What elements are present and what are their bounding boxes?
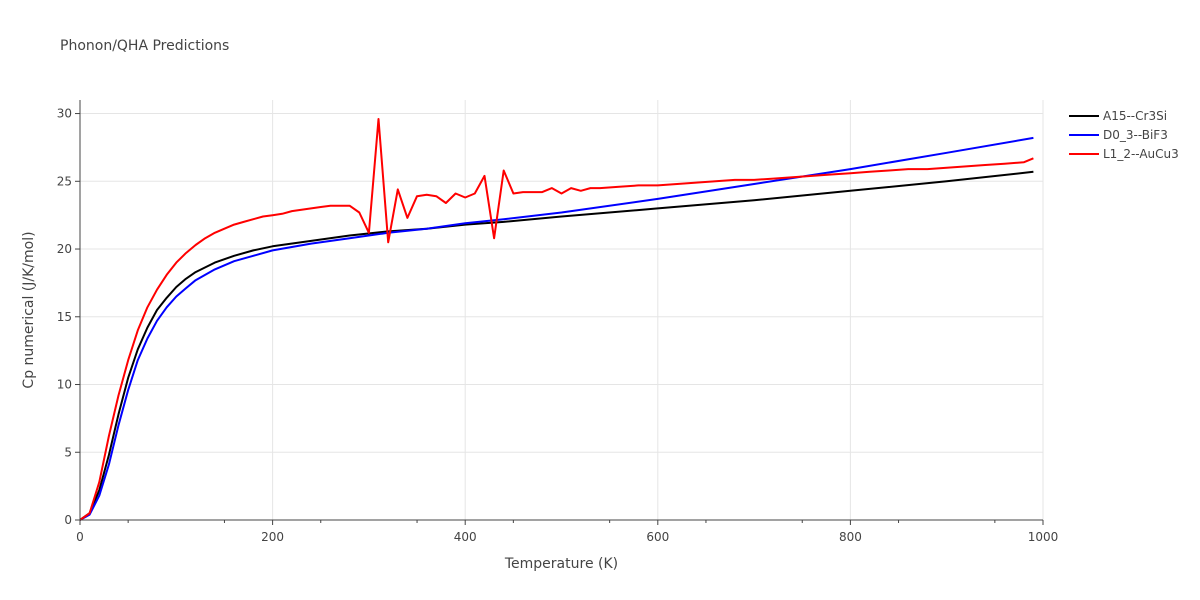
x-tick-label: 0: [76, 530, 84, 544]
y-axis-title: Cp numerical (J/K/mol): [21, 231, 37, 388]
y-tick-label: 5: [64, 445, 72, 459]
legend-label: L1_2--AuCu3: [1103, 147, 1179, 161]
legend-label: D0_3--BiF3: [1103, 128, 1168, 142]
axes: 0 200 400 600 800 1000 0 5 10 15 20 25 30: [57, 100, 1059, 544]
y-tick-label: 15: [57, 310, 72, 324]
chart-title: Phonon/QHA Predictions: [60, 38, 229, 54]
x-axis-title: Temperature (K): [504, 556, 618, 572]
series-line-d0-3-bif3: [79, 136, 1034, 521]
y-tick-label: 25: [57, 174, 72, 188]
y-tick-label: 20: [57, 242, 72, 256]
grid: [80, 100, 1044, 520]
x-tick-label: 1000: [1028, 530, 1059, 544]
series-line-a15-cr3si: [79, 170, 1034, 521]
x-tick-label: 600: [646, 530, 669, 544]
x-tick-label: 400: [454, 530, 477, 544]
x-tick-label: 800: [839, 530, 862, 544]
y-tick-label: 10: [57, 378, 72, 392]
y-tick-label: 30: [57, 107, 72, 121]
series-line-l1-2-aucu3: [79, 118, 1034, 521]
y-tick-label: 0: [64, 513, 72, 527]
legend-item[interactable]: L1_2--AuCu3: [1069, 147, 1179, 161]
legend-label: A15--Cr3Si: [1103, 109, 1167, 123]
legend-item[interactable]: D0_3--BiF3: [1069, 128, 1168, 142]
legend-item[interactable]: A15--Cr3Si: [1069, 109, 1167, 123]
plot-area: [79, 118, 1034, 521]
legend: A15--Cr3Si D0_3--BiF3 L1_2--AuCu3: [1069, 109, 1179, 161]
x-tick-label: 200: [261, 530, 284, 544]
